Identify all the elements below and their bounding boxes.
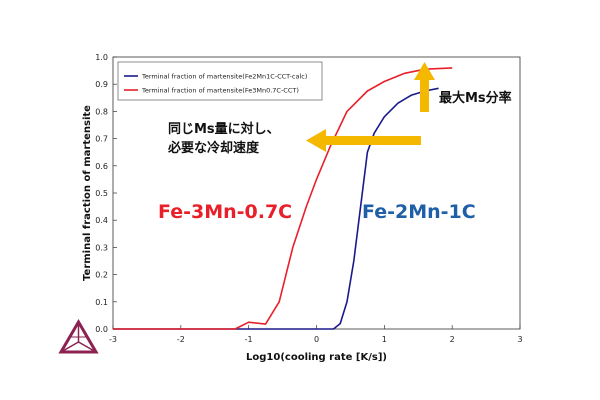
y-tick-label: 0.3 [95,243,108,252]
thermo-calc-logo-icon [58,319,99,354]
y-tick-label: 0.2 [95,271,108,280]
series-line-0 [113,87,439,330]
y-tick-label: 0.0 [95,325,108,334]
required-rate-arrow [306,129,421,152]
axis-ticks: -3 -2 -1 0 1 2 3 0.0 0.1 0.2 0.3 0.4 0.5 0.6 0.7 0.8 0.9… [95,53,522,344]
label-fe3mn07c: Fe-3Mn-0.7C [158,201,292,223]
y-tick-label: 0.8 [95,107,108,116]
x-tick-label: 2 [450,335,455,344]
legend-entry-red: Terminal fraction of martensite(Fe3Mn0.7… [141,87,299,95]
x-axis-label: Log10(cooling rate [K/s]) [246,352,387,363]
legend-entry-blue: Terminal fraction of martensite(Fe2Mn1C-… [141,73,307,81]
x-tick-label: 1 [382,335,387,344]
legend: Terminal fraction of martensite(Fe2Mn1C-… [117,61,323,101]
y-tick-label: 0.1 [95,298,108,307]
series-group [113,67,453,330]
label-fe2mn1c: Fe-2Mn-1C [362,201,476,223]
y-tick-label: 0.5 [95,189,108,198]
y-tick-label: 0.6 [95,162,108,171]
annotation-max-ms: 最大Ms分率 [439,90,512,106]
y-tick-label: 0.7 [95,135,108,144]
max-ms-arrow [414,62,435,112]
legend-box [117,61,323,101]
y-axis-label: Terminal fraction of martensite [82,105,93,281]
x-tick-label: -2 [177,335,185,344]
x-tick-label: 3 [517,335,522,344]
y-tick-label: 0.4 [95,216,108,225]
series-line-1 [113,67,453,330]
y-tick-label: 0.9 [95,80,108,89]
x-tick-label: -1 [245,335,253,344]
x-tick-label: 0 [314,335,319,344]
x-tick-label: -3 [109,335,117,344]
annotation-required-rate-line2: 必要な冷却速度 [167,140,260,156]
annotation-required-rate-line1: 同じMs量に対し、 [168,121,280,137]
y-tick-label: 1.0 [95,53,108,62]
